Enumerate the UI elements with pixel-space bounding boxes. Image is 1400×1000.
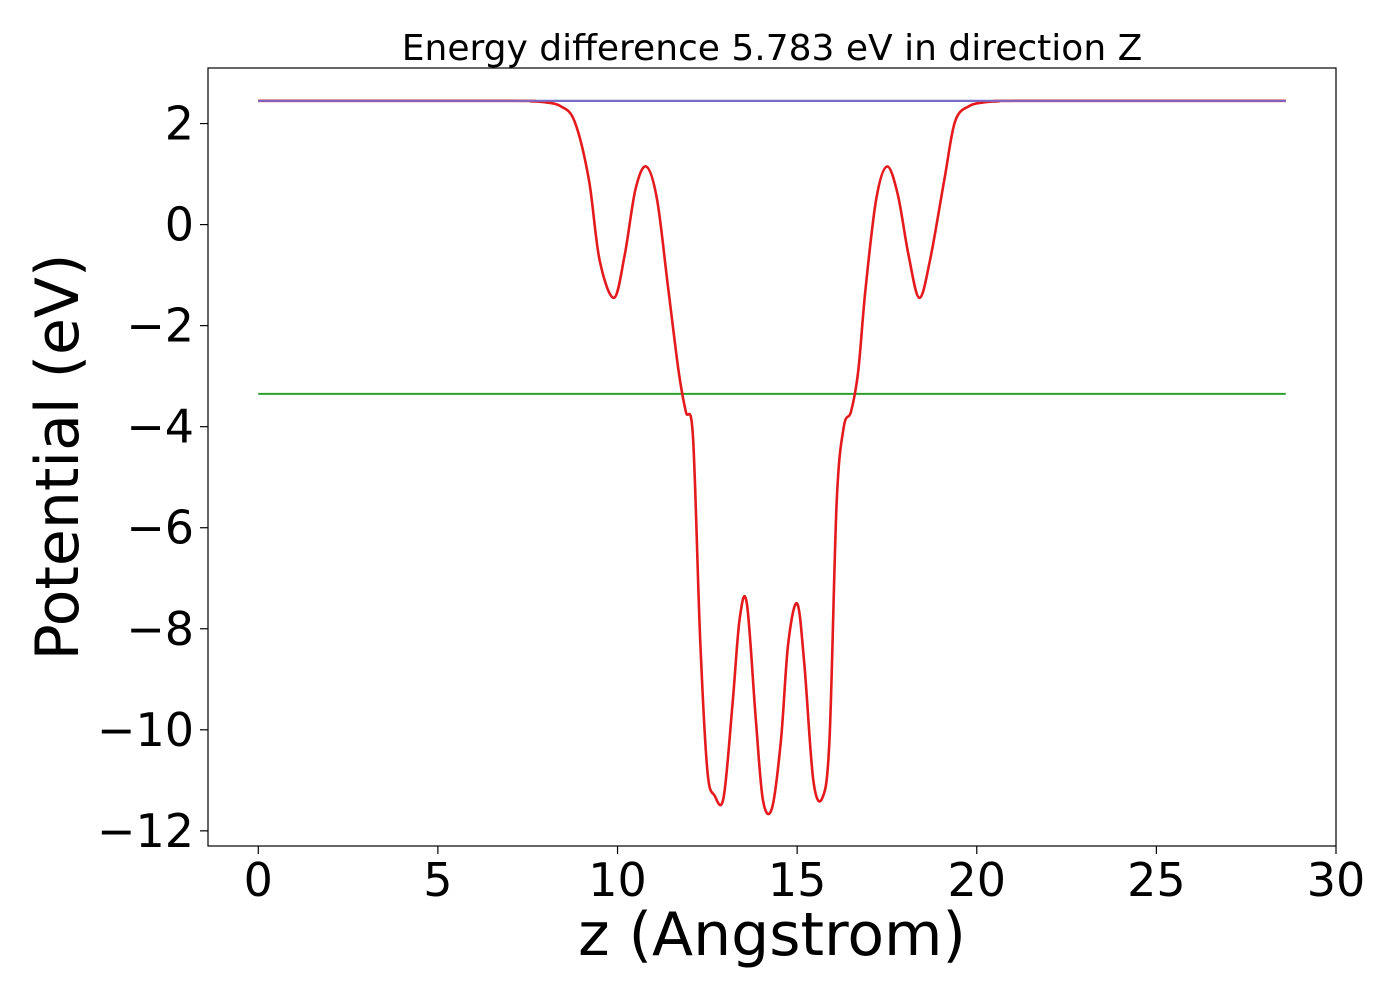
x-tick-label: 30 (1307, 853, 1366, 907)
y-tick-label: 0 (165, 198, 194, 252)
x-tick-label: 5 (423, 853, 452, 907)
y-axis: 2 0 −2 −4 −6 −8 −10 −12 (97, 97, 208, 858)
x-tick-label: 20 (947, 853, 1006, 907)
x-tick-label: 0 (244, 853, 273, 907)
y-tick-label: −8 (126, 602, 194, 656)
y-axis-label: Potential (eV) (23, 254, 93, 661)
x-axis: 0 5 10 15 20 25 30 (244, 846, 1366, 907)
x-tick-label: 15 (768, 853, 827, 907)
series-layer (258, 99, 1286, 816)
y-tick-label: 2 (165, 97, 194, 151)
y-tick-label: −10 (97, 703, 194, 757)
series-line-3 (258, 99, 1286, 816)
chart-title: Energy difference 5.783 eV in direction … (402, 28, 1143, 69)
x-axis-label: z (Angstrom) (578, 900, 966, 970)
x-tick-label: 25 (1127, 853, 1186, 907)
y-tick-label: −12 (97, 804, 194, 858)
x-tick-label: 10 (588, 853, 647, 907)
y-tick-label: −2 (126, 299, 194, 353)
plot-frame (207, 67, 1337, 847)
y-tick-label: −4 (126, 400, 194, 454)
y-tick-label: −6 (126, 501, 194, 555)
